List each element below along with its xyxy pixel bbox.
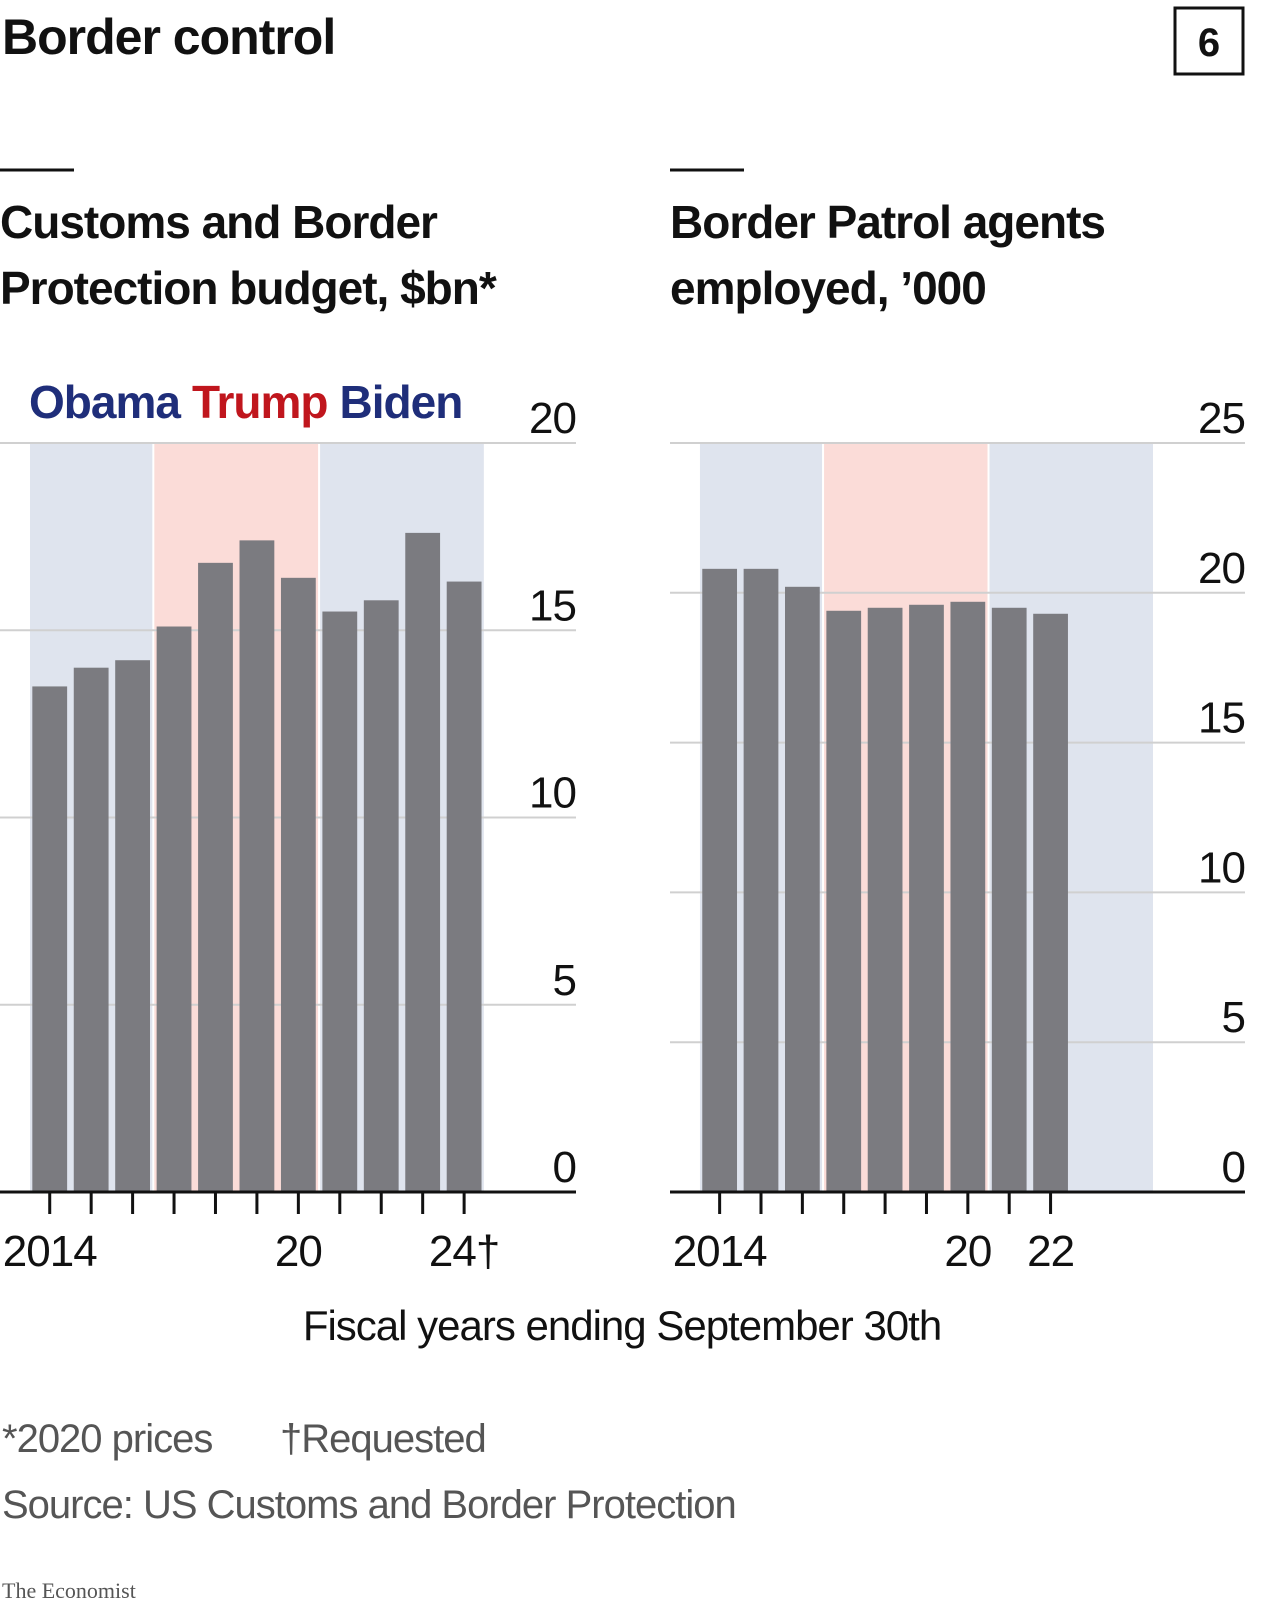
bar [867,607,903,1192]
bar [156,626,192,1192]
period-label: Obama [29,376,181,428]
period-label: Biden [340,376,463,428]
bar [198,562,233,1192]
subtitle: Protection budget, $bn* [0,262,497,314]
bar [785,586,820,1192]
bar [1033,613,1068,1192]
bar [950,601,986,1192]
badge-box [1173,6,1245,76]
x-tick-label: 24† [429,1227,499,1276]
bar [280,577,316,1192]
bar [826,610,862,1192]
subtitle: Border Patrol agents [670,196,1105,248]
bar [991,607,1027,1192]
x-tick-label: 20 [275,1227,322,1276]
bar [73,667,109,1192]
bar [363,600,399,1192]
y-tick-label: 0 [1222,1143,1245,1192]
y-tick-label: 10 [529,769,576,818]
bar [909,604,944,1192]
chart-title: Border control [2,9,335,65]
y-tick-label: 0 [553,1143,576,1192]
x-tick-label: 2014 [3,1227,97,1276]
footnote: *2020 prices [2,1417,212,1461]
bar [322,611,358,1192]
bar [32,686,68,1192]
y-tick-label: 15 [1198,694,1245,743]
subtitle: Customs and Border [0,196,438,248]
bar [115,660,151,1192]
x-tick-label: 2014 [673,1227,767,1276]
badge: 6 [1198,21,1220,65]
y-tick-label: 25 [1198,394,1245,443]
y-tick-label: 10 [1198,843,1245,892]
x-tick-label: 22 [1027,1227,1074,1276]
y-tick-label: 5 [1222,993,1245,1042]
subtitle: employed, ’000 [670,262,986,314]
bar [405,532,441,1192]
x-axis-label: Fiscal years ending September 30th [303,1302,941,1349]
y-tick-label: 5 [553,956,576,1005]
bar [743,568,779,1192]
bar [239,540,275,1192]
brand: The Economist [2,1578,136,1603]
y-tick-label: 20 [1198,544,1245,593]
y-tick-label: 15 [529,581,576,630]
source: Source: US Customs and Border Protection [2,1483,736,1527]
period-label: Trump [192,376,328,428]
x-tick-label: 20 [944,1227,991,1276]
bar [446,581,482,1192]
y-tick-label: 20 [529,394,576,443]
bar [702,568,738,1192]
footnote: †Requested [280,1417,486,1461]
